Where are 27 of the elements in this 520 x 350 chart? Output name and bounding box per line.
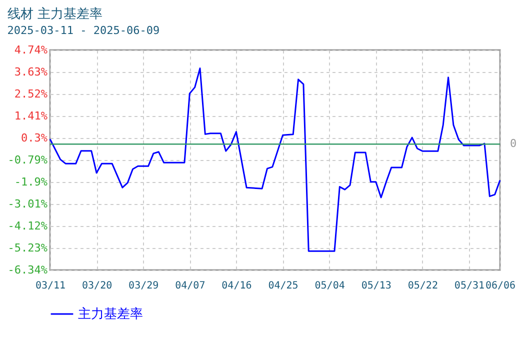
x-tick-label: 04/16 (222, 280, 252, 292)
ref-line-label: 0 (510, 137, 517, 150)
y-tick-label: -5.23% (8, 241, 48, 254)
chart-subtitle: 2025-03-11 - 2025-06-09 (7, 24, 160, 37)
x-tick-label: 04/25 (268, 280, 298, 292)
x-tick-label: 03/11 (35, 280, 66, 292)
y-tick-label: 3.63% (14, 66, 48, 79)
x-tick-label: 03/29 (128, 280, 159, 292)
y-tick-label: -1.9% (14, 175, 48, 188)
x-tick-label: 04/07 (175, 280, 206, 292)
y-tick-label: 0.3% (21, 132, 48, 145)
y-tick-label: 1.41% (14, 110, 48, 123)
y-tick-label: 2.52% (14, 88, 48, 101)
x-tick-label: 06/06 (485, 280, 516, 292)
y-tick-label: -4.12% (8, 219, 48, 232)
y-tick-label: -6.34% (8, 264, 48, 276)
x-tick-label: 05/31 (454, 280, 485, 292)
y-tick-label: -0.79% (8, 153, 48, 166)
y-tick-label: 4.74% (14, 44, 48, 56)
x-tick-label: 05/04 (314, 280, 345, 292)
x-tick-label: 05/22 (408, 280, 438, 292)
x-tick-label: 05/13 (361, 280, 392, 292)
x-tick-label: 03/20 (82, 280, 112, 292)
chart-title: 线材 主力基差率 (7, 6, 102, 22)
legend-label: 主力基差率 (78, 306, 143, 322)
line-series (49, 68, 501, 252)
y-tick-label: -3.01% (8, 197, 48, 210)
